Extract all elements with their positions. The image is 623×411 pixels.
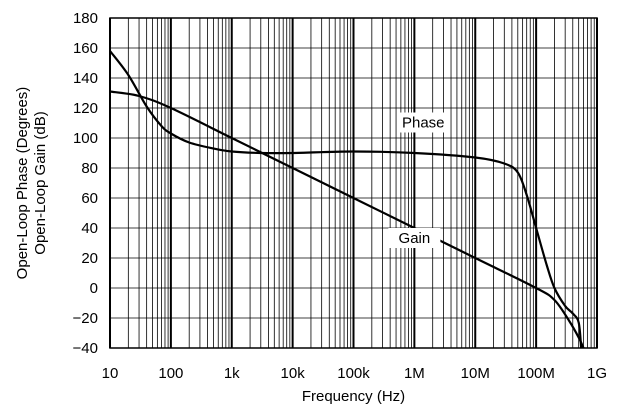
y-tick-label: 160 — [73, 40, 98, 57]
phase-series-label: Phase — [402, 115, 445, 132]
x-tick-label: 100 — [158, 365, 183, 382]
y-axis-title-gain: Open-Loop Gain (dB) — [32, 111, 49, 254]
plot-border — [109, 17, 598, 349]
gain-label-bg — [388, 228, 441, 248]
y-tick-label: 100 — [73, 130, 98, 147]
x-tick-label: 100M — [517, 365, 555, 382]
x-tick-label: 1G — [587, 365, 607, 382]
y-tick-label: 120 — [73, 100, 98, 117]
phase-line — [109, 50, 583, 349]
x-tick-label: 1M — [404, 365, 425, 382]
y-tick-labels: 180 160 140 120 100 80 60 40 20 0 −20 −40 — [73, 10, 98, 357]
y-tick-label: −40 — [73, 340, 98, 357]
x-tick-label: 100k — [337, 365, 370, 382]
x-tick-labels: 10 100 1k 10k 100k 1M 10M 100M 1G — [102, 365, 607, 382]
phase-label-bg — [397, 112, 450, 133]
y-tick-label: 80 — [81, 160, 98, 177]
x-tick-label: 10k — [281, 365, 306, 382]
y-tick-label: −20 — [73, 310, 98, 327]
series-layer: Gain Phase — [109, 50, 585, 349]
y-tick-label: 180 — [73, 10, 98, 27]
y-tick-label: 140 — [73, 70, 98, 87]
x-tick-label: 1k — [224, 365, 240, 382]
x-axis-title: Frequency (Hz) — [302, 388, 405, 405]
y-tick-label: 0 — [90, 280, 98, 297]
y-tick-label: 40 — [81, 220, 98, 237]
gain-line — [109, 90, 585, 349]
y-tick-label: 20 — [81, 250, 98, 267]
y-tick-label: 60 — [81, 190, 98, 207]
grid — [109, 17, 598, 349]
x-tick-label: 10 — [102, 365, 119, 382]
y-axis-title-phase: Open-Loop Phase (Degrees) — [14, 87, 31, 280]
gain-series-label: Gain — [399, 230, 431, 247]
x-tick-label: 10M — [461, 365, 490, 382]
